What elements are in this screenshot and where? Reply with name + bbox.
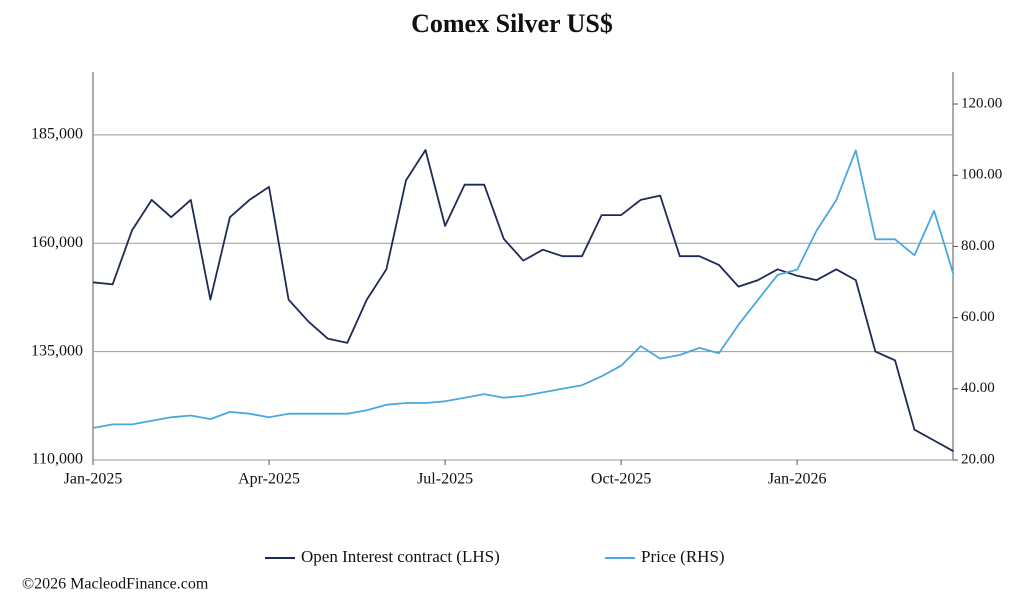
series-line [92, 149, 955, 453]
y-tick-label: 110,000 [32, 451, 83, 468]
y2-tick-label: 40.00 [961, 380, 995, 396]
y-tick-label: 185,000 [31, 126, 83, 143]
x-tick-label: Apr-2025 [238, 471, 300, 488]
x-tick-label: Jul-2025 [417, 471, 473, 488]
x-tick-label: Jan-2026 [768, 471, 827, 488]
y-tick-label: 160,000 [31, 234, 83, 251]
y2-tick-label: 120.00 [961, 95, 1002, 111]
chart-title: Comex Silver US$ [411, 9, 613, 38]
legend-label: Open Interest contract (LHS) [301, 547, 500, 566]
y2-tick-label: 60.00 [961, 309, 995, 325]
y2-tick-label: 80.00 [961, 238, 995, 254]
y-tick-label: 135,000 [31, 342, 83, 359]
y2-tick-label: 20.00 [961, 451, 995, 467]
x-tick-label: Oct-2025 [591, 471, 651, 488]
series-line [92, 149, 955, 429]
y2-tick-label: 100.00 [961, 167, 1002, 183]
x-tick-label: Jan-2025 [64, 471, 123, 488]
legend-label: Price (RHS) [641, 547, 725, 566]
source: ©2026 MacleodFinance.com [22, 576, 209, 593]
